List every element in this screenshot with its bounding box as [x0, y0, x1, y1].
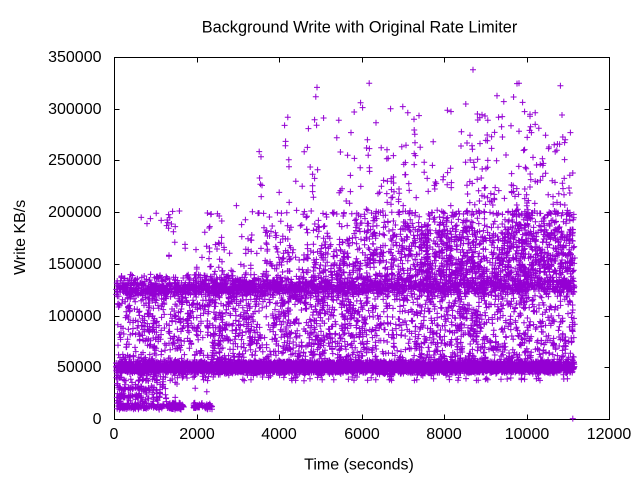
svg-text:50000: 50000 [57, 359, 102, 376]
svg-text:8000: 8000 [426, 426, 462, 443]
svg-text:12000: 12000 [587, 426, 632, 443]
svg-text:2000: 2000 [179, 426, 215, 443]
svg-text:0: 0 [93, 411, 102, 428]
svg-text:Time (seconds): Time (seconds) [304, 457, 414, 474]
svg-text:Background Write with Original: Background Write with Original Rate Limi… [202, 19, 518, 37]
svg-text:6000: 6000 [344, 426, 380, 443]
svg-text:350000: 350000 [48, 49, 101, 66]
svg-text:100000: 100000 [48, 308, 101, 325]
svg-text:Write KB/s: Write KB/s [12, 200, 29, 275]
svg-text:200000: 200000 [48, 204, 101, 221]
svg-text:250000: 250000 [48, 152, 101, 169]
svg-text:10000: 10000 [505, 426, 550, 443]
svg-text:0: 0 [110, 426, 119, 443]
svg-text:150000: 150000 [48, 256, 101, 273]
svg-text:4000: 4000 [261, 426, 297, 443]
svg-text:300000: 300000 [48, 101, 101, 118]
